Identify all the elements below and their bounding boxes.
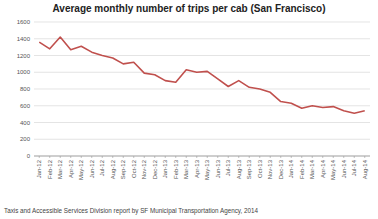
grid-line <box>34 38 370 39</box>
x-tick-label: Jul-13 <box>225 159 231 176</box>
chart-container: Average monthly number of trips per cab … <box>0 0 378 219</box>
x-axis <box>34 156 370 157</box>
x-tick <box>154 156 155 158</box>
x-tick <box>364 156 365 158</box>
x-tick-label: Mar-12 <box>57 159 63 179</box>
y-tick-label: 1600 <box>17 19 31 25</box>
source-note: Taxis and Accessible Services Division r… <box>4 207 258 215</box>
x-tick-label: Aug-13 <box>236 159 242 179</box>
x-tick <box>249 156 250 158</box>
y-tick-label: 400 <box>20 120 31 126</box>
x-tick-label: Dec-12 <box>152 159 158 179</box>
x-tick <box>280 156 281 158</box>
grid-line <box>34 156 370 157</box>
grid-line <box>34 89 370 90</box>
x-tick <box>112 156 113 158</box>
x-tick-label: Feb-12 <box>47 159 53 179</box>
x-tick-label: Jun-14 <box>341 159 347 178</box>
x-tick-label: Apr-14 <box>320 159 326 178</box>
x-tick <box>81 156 82 158</box>
x-tick-label: Oct-12 <box>131 159 137 178</box>
y-tick-label: 800 <box>20 86 31 92</box>
x-tick <box>70 156 71 158</box>
x-tick-label: Apr-12 <box>68 159 74 178</box>
x-tick <box>39 156 40 158</box>
x-tick-label: Jul-12 <box>99 159 105 176</box>
x-tick <box>333 156 334 158</box>
x-tick-label: Jan-13 <box>162 159 168 178</box>
x-tick <box>196 156 197 158</box>
x-tick <box>354 156 355 158</box>
grid-line <box>34 139 370 140</box>
x-tick <box>144 156 145 158</box>
x-tick <box>301 156 302 158</box>
grid-line <box>34 55 370 56</box>
x-tick <box>133 156 134 158</box>
x-tick-label: Feb-13 <box>173 159 179 179</box>
x-tick-label: Jun-13 <box>215 159 221 178</box>
x-tick <box>259 156 260 158</box>
x-tick <box>291 156 292 158</box>
x-tick <box>165 156 166 158</box>
x-tick <box>91 156 92 158</box>
x-tick-label: May-13 <box>204 159 210 180</box>
grid-line <box>34 122 370 123</box>
y-tick-label: 600 <box>20 103 31 109</box>
x-tick-label: Aug-14 <box>362 159 368 179</box>
x-tick-label: Jul-14 <box>351 159 357 176</box>
x-tick-label: Dec-13 <box>278 159 284 179</box>
x-tick <box>175 156 176 158</box>
x-tick <box>238 156 239 158</box>
x-tick-label: May-12 <box>78 159 84 180</box>
x-tick-label: Jun-12 <box>89 159 95 178</box>
y-tick-label: 0 <box>27 153 31 159</box>
chart-svg: Average monthly number of trips per cab … <box>0 0 378 219</box>
x-tick-label: Feb-14 <box>299 159 305 179</box>
x-tick-label: Mar-14 <box>309 159 315 179</box>
x-tick-label: Nov-13 <box>267 159 273 179</box>
x-tick <box>228 156 229 158</box>
x-tick <box>322 156 323 158</box>
x-tick <box>186 156 187 158</box>
x-tick-label: Sep-13 <box>246 159 252 179</box>
x-tick <box>207 156 208 158</box>
y-tick-label: 1400 <box>17 36 31 42</box>
x-tick <box>123 156 124 158</box>
y-tick-label: 1000 <box>17 69 31 75</box>
x-tick <box>102 156 103 158</box>
x-tick-label: Aug-12 <box>110 159 116 179</box>
x-tick-label: Jan-12 <box>36 159 42 178</box>
plot-area <box>39 37 365 113</box>
x-tick-label: Jan-14 <box>288 159 294 178</box>
y-tick-label: 200 <box>20 136 31 142</box>
x-tick <box>312 156 313 158</box>
x-tick-label: Apr-13 <box>194 159 200 178</box>
x-tick <box>49 156 50 158</box>
x-tick <box>60 156 61 158</box>
y-tick-label: 1200 <box>17 53 31 59</box>
grid-line <box>34 105 370 106</box>
x-tick <box>217 156 218 158</box>
x-tick-label: Nov-12 <box>141 159 147 179</box>
x-tick <box>270 156 271 158</box>
title: Average monthly number of trips per cab … <box>52 3 325 14</box>
grid-line <box>34 22 370 23</box>
x-tick-label: Sep-12 <box>120 159 126 179</box>
x-tick-label: Oct-13 <box>257 159 263 178</box>
x-tick-label: Mar-13 <box>183 159 189 179</box>
x-tick-label: May-14 <box>330 159 336 180</box>
data-line <box>39 37 365 113</box>
x-tick <box>343 156 344 158</box>
